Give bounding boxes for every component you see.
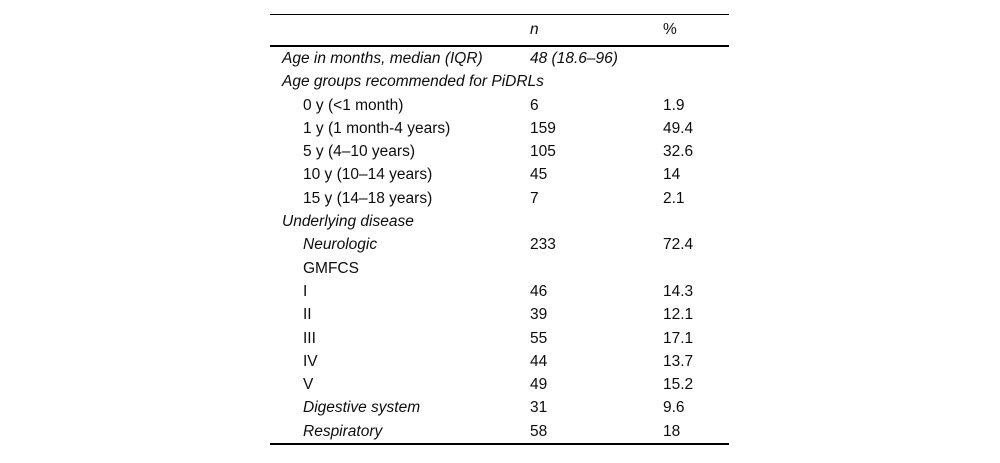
table-row: 0 y (<1 month) 6 1.9 [270, 94, 729, 117]
row-percent-value: 1.9 [663, 96, 685, 114]
row-label: 15 y (14–18 years) [303, 189, 433, 207]
row-label: Underlying disease [282, 213, 414, 231]
table-row: Neurologic 233 72.4 [270, 233, 729, 256]
row-label: 10 y (10–14 years) [303, 166, 433, 184]
table-row: II 39 12.1 [270, 303, 729, 326]
row-label: Respiratory [303, 422, 383, 440]
row-percent-value: 14 [663, 166, 681, 184]
row-label: Age in months, median (IQR) [282, 50, 483, 67]
row-label: 1 y (1 month-4 years) [303, 119, 451, 137]
row-n-value: 46 [530, 282, 548, 300]
row-label: 5 y (4–10 years) [303, 143, 415, 161]
row-label: Digestive system [303, 399, 421, 417]
table-row: 5 y (4–10 years) 105 32.6 [270, 140, 729, 163]
row-percent-value: 32.6 [663, 143, 694, 161]
row-n-value: 31 [530, 399, 548, 417]
row-label: Age groups recommended for PiDRLs [282, 73, 544, 91]
row-n-value: 105 [530, 143, 556, 161]
row-percent-value: 14.3 [663, 282, 694, 300]
table-row: 1 y (1 month-4 years) 159 49.4 [270, 117, 729, 140]
row-percent-value: 2.1 [663, 189, 685, 207]
row-label: III [303, 329, 316, 347]
table-row: GMFCS [270, 257, 729, 280]
row-n-value: 45 [530, 166, 548, 184]
row-label: Neurologic [303, 236, 378, 254]
table-row: 15 y (14–18 years) 7 2.1 [270, 187, 729, 210]
table-row: Age groups recommended for PiDRLs [270, 70, 729, 93]
table-row: III 55 17.1 [270, 327, 729, 350]
row-label: V [303, 376, 314, 394]
table-header-row: n % [270, 15, 729, 47]
row-label: GMFCS [303, 259, 359, 277]
row-percent-value: 18 [663, 422, 681, 440]
row-percent-value: 17.1 [663, 329, 694, 347]
table-row: Digestive system 31 9.6 [270, 396, 729, 419]
table-row: IV 44 13.7 [270, 350, 729, 373]
column-header-n: n [530, 21, 539, 38]
row-n-value: 233 [530, 236, 556, 254]
row-n-value: 7 [530, 189, 539, 207]
row-label: II [303, 306, 312, 324]
row-label: IV [303, 352, 318, 370]
row-n-value: 58 [530, 422, 548, 440]
row-n-value: 159 [530, 119, 556, 137]
row-n-value: 48 (18.6–96) [530, 50, 618, 67]
row-n-value: 44 [530, 352, 548, 370]
row-percent-value: 13.7 [663, 352, 694, 370]
column-header-percent: % [663, 21, 677, 38]
row-n-value: 49 [530, 376, 548, 394]
table-row: Age in months, median (IQR) 48 (18.6–96) [270, 47, 729, 70]
row-n-value: 6 [530, 96, 539, 114]
row-percent-value: 49.4 [663, 119, 694, 137]
table-row: I 46 14.3 [270, 280, 729, 303]
table-row: Respiratory 58 18 [270, 420, 729, 443]
table-body: Age in months, median (IQR) 48 (18.6–96) A… [270, 47, 729, 443]
row-percent-value: 9.6 [663, 399, 685, 417]
row-n-value: 39 [530, 306, 548, 324]
statistics-table: n % Age in months, median (IQR) 48 (18.6–… [270, 14, 729, 446]
row-percent-value: 72.4 [663, 236, 694, 254]
table-row: Underlying disease [270, 210, 729, 233]
row-label: 0 y (<1 month) [303, 96, 404, 114]
table-row: 10 y (10–14 years) 45 14 [270, 163, 729, 186]
row-label: I [303, 282, 308, 300]
row-n-value: 55 [530, 329, 548, 347]
row-percent-value: 12.1 [663, 306, 694, 324]
table-row: V 49 15.2 [270, 373, 729, 396]
row-percent-value: 15.2 [663, 376, 694, 394]
